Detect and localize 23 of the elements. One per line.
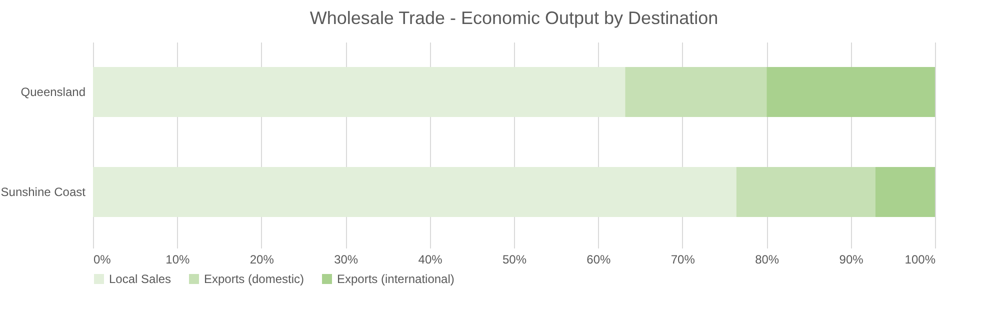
bar	[625, 67, 767, 117]
x-tick-label: 0%	[94, 252, 112, 266]
y-tick-label: Queensland	[20, 85, 86, 99]
x-tick-label: 40%	[418, 252, 443, 266]
bar	[875, 167, 935, 217]
x-tick-label: 80%	[755, 252, 780, 266]
bar	[766, 67, 935, 117]
x-tick-label: 30%	[334, 252, 358, 266]
x-tick-label: 60%	[586, 252, 612, 266]
x-tick-label: 70%	[670, 252, 696, 266]
x-tick-label: 10%	[166, 252, 190, 266]
bar	[93, 67, 626, 117]
x-tick-label: 20%	[250, 252, 274, 266]
legend-label: Exports (domestic)	[204, 272, 304, 286]
chart-title: Wholesale Trade - Economic Output by Destination	[310, 8, 718, 28]
legend-label: Local Sales	[109, 272, 172, 286]
bar	[93, 167, 736, 217]
legend-label: Exports (international)	[337, 272, 454, 286]
x-tick-label: 100%	[904, 252, 936, 266]
bar	[736, 167, 876, 217]
x-tick-label: 90%	[839, 252, 864, 266]
y-tick-label: Sunshine Coast	[0, 185, 86, 199]
x-tick-label: 50%	[502, 252, 527, 266]
